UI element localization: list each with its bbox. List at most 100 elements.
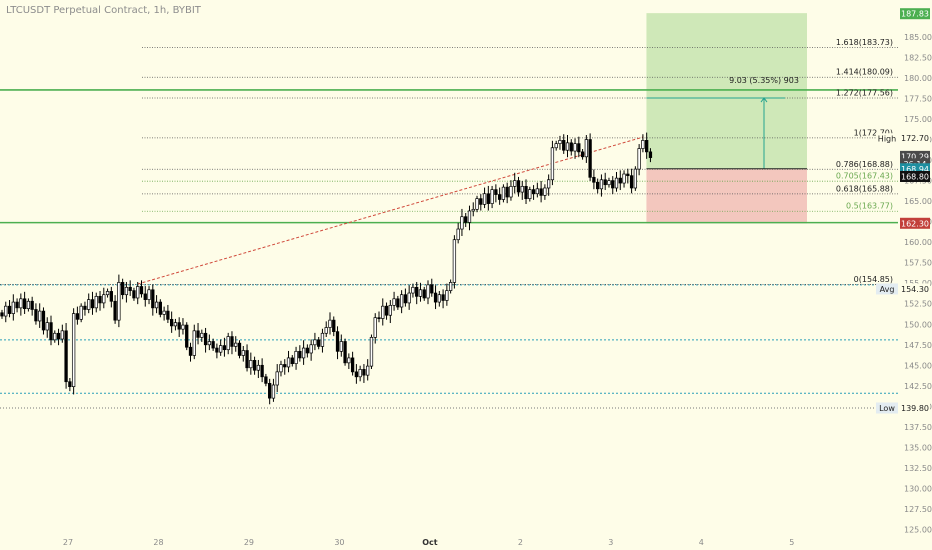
candle-body-150 xyxy=(565,142,570,151)
candle-body-120 xyxy=(452,239,457,283)
price-badge-10: Low xyxy=(879,404,895,413)
candle-body-62 xyxy=(234,342,238,347)
candle-body-98 xyxy=(369,337,374,367)
candle-body-82 xyxy=(309,344,313,354)
candle-body-145 xyxy=(546,179,551,189)
candle-body-97 xyxy=(366,365,370,376)
price-badge-bg-8 xyxy=(876,283,898,295)
x-label-3: 29 xyxy=(244,538,254,547)
fib-label-7: 0.5(163.77) xyxy=(846,202,893,211)
candle-body-34 xyxy=(128,286,132,291)
candle-body-101 xyxy=(381,305,385,319)
candle-body-159 xyxy=(599,179,604,190)
fib-label-0: 1.618(183.73) xyxy=(836,38,893,47)
candle-body-102 xyxy=(384,305,389,316)
candle-body-108 xyxy=(407,292,411,304)
candle-body-94 xyxy=(354,371,359,378)
price-badge-9: 154.30 xyxy=(901,285,929,294)
candle-body-46 xyxy=(173,322,178,327)
candle-body-18 xyxy=(68,381,72,387)
candle-body-109 xyxy=(411,286,415,294)
y-tick-8: 145.00 xyxy=(904,361,932,370)
candle-body-78 xyxy=(294,350,298,365)
candle-body-13 xyxy=(49,322,53,341)
candle-body-50 xyxy=(188,346,193,356)
candle-body-59 xyxy=(222,345,227,351)
price-badge-1: High xyxy=(878,135,896,144)
candle-body-146 xyxy=(550,147,555,181)
candle-body-103 xyxy=(388,305,392,316)
candle-body-3 xyxy=(11,301,15,314)
candle-body-118 xyxy=(445,290,449,301)
candle-body-38 xyxy=(143,293,147,300)
candle-body-23 xyxy=(87,299,91,310)
candle-body-160 xyxy=(603,179,607,186)
candle-body-33 xyxy=(124,286,129,296)
candle-body-96 xyxy=(362,369,366,376)
price-badge-2: 172.70 xyxy=(901,134,929,143)
candle-body-40 xyxy=(151,289,155,309)
candle-body-15 xyxy=(56,332,61,340)
price-badge-bg-2 xyxy=(900,132,930,144)
candle-body-85 xyxy=(320,332,325,347)
price-badge-7: 162.30 xyxy=(901,219,929,228)
candle-body-115 xyxy=(433,292,438,303)
candle-body-44 xyxy=(166,310,170,320)
candle-body-165 xyxy=(622,173,626,184)
candle-body-26 xyxy=(98,295,102,304)
candle-body-99 xyxy=(373,317,377,338)
candle-body-163 xyxy=(614,177,619,189)
x-label-9: 5 xyxy=(789,538,794,547)
candle-body-139 xyxy=(524,185,528,200)
candle-body-19 xyxy=(71,313,76,387)
candle-body-9 xyxy=(34,309,38,322)
candle-body-43 xyxy=(162,310,166,315)
candle-body-70 xyxy=(264,376,268,384)
candle-body-54 xyxy=(203,332,208,346)
candle-body-151 xyxy=(569,142,573,152)
candle-body-89 xyxy=(335,331,340,352)
y-tick-24: 185.00 xyxy=(904,33,932,42)
x-label-4: 30 xyxy=(334,538,344,547)
candle-body-158 xyxy=(596,181,600,190)
candle-body-0 xyxy=(0,312,4,317)
candle-body-60 xyxy=(226,336,230,351)
candle-body-104 xyxy=(392,298,396,306)
candle-body-8 xyxy=(30,300,34,310)
candle-body-4 xyxy=(15,301,19,309)
candle-body-136 xyxy=(513,180,517,187)
candle-body-143 xyxy=(539,188,543,196)
candle-body-67 xyxy=(252,360,257,371)
y-tick-4: 135.00 xyxy=(904,443,932,452)
fib-label-1: 1.414(180.09) xyxy=(836,68,893,77)
candle-body-95 xyxy=(358,369,362,378)
candle-body-119 xyxy=(448,282,453,291)
candle-body-49 xyxy=(185,324,189,348)
candles xyxy=(0,132,653,405)
candle-body-20 xyxy=(75,313,80,320)
candle-body-51 xyxy=(192,330,196,356)
fib-label-2: 1.272(177.56) xyxy=(836,89,893,98)
candle-body-74 xyxy=(279,364,283,373)
price-badge-bg-10 xyxy=(876,402,898,414)
candle-body-48 xyxy=(181,324,185,330)
candle-body-134 xyxy=(505,186,509,198)
candle-body-122 xyxy=(460,216,464,230)
candle-body-121 xyxy=(456,228,460,241)
candle-body-166 xyxy=(626,173,630,177)
y-tick-2: 130.00 xyxy=(904,484,932,493)
candle-body-76 xyxy=(286,357,291,368)
y-tick-16: 165.00 xyxy=(904,197,932,206)
candle-body-29 xyxy=(109,291,113,302)
price-badge-8: Avg xyxy=(880,285,895,294)
candle-body-30 xyxy=(113,300,117,321)
candle-body-148 xyxy=(558,140,562,145)
candle-body-61 xyxy=(230,336,234,347)
candle-body-52 xyxy=(196,330,200,338)
measure-label: 9.03 (5.35%) 903 xyxy=(729,76,799,85)
candle-body-142 xyxy=(535,188,539,195)
candle-body-149 xyxy=(562,140,566,151)
candle-body-35 xyxy=(132,290,136,299)
